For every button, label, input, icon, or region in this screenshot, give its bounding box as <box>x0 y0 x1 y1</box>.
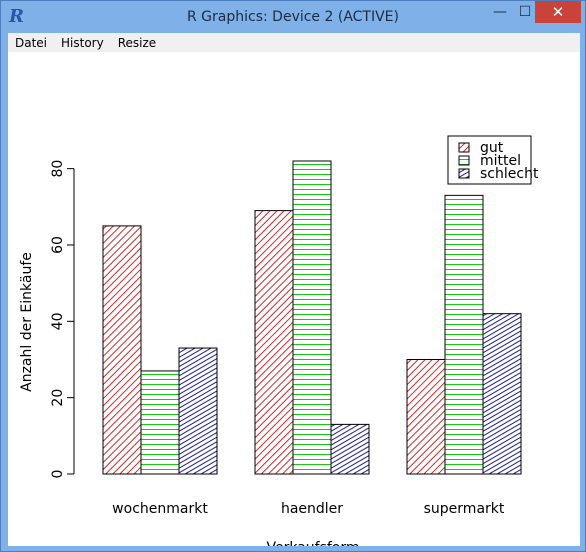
menu-item-datei[interactable]: Datei <box>15 35 48 50</box>
x-tick-label-wochenmarkt: wochenmarkt <box>112 501 208 517</box>
bar-supermarkt-schlecht <box>482 313 522 475</box>
bar-wochenmarkt-schlecht <box>178 347 218 475</box>
y-tick-label-60: 60 <box>50 236 66 254</box>
x-axis-title: Verkaufsform <box>266 540 359 546</box>
axis-labels: wochenmarkt haendler supermarkt Verkaufsfor… <box>19 252 505 546</box>
window-title: R Graphics: Device 2 (ACTIVE) <box>187 9 399 25</box>
legend-label-mittel: mittel <box>480 153 521 169</box>
bar-haendler-gut <box>254 210 294 475</box>
x-tick-label-haendler: haendler <box>281 501 343 517</box>
r-app-icon: R <box>9 6 24 27</box>
window-client-area: Datei History Resize 0 20 40 60 80 wochenmar… <box>8 33 580 546</box>
bar-chart: 0 20 40 60 80 wochenmarkt haendler supermarkt V… <box>19 135 539 546</box>
bar-wochenmarkt-mittel <box>140 370 180 475</box>
minimize-button[interactable]: — <box>493 4 507 20</box>
y-tick-label-20: 20 <box>50 389 66 407</box>
bars-layer <box>102 160 522 475</box>
y-axis-title: Anzahl der Einkäufe <box>19 252 35 392</box>
legend-box <box>447 135 532 185</box>
y-tick-label-0: 0 <box>50 470 66 479</box>
bar-wochenmarkt-gut <box>102 225 142 475</box>
x-tick-label-supermarkt: supermarkt <box>424 501 505 517</box>
menu-bar: Datei History Resize <box>8 33 580 52</box>
title-bar[interactable]: R R Graphics: Device 2 (ACTIVE) — ☐ ✕ <box>1 1 585 33</box>
legend-swatch-mittel <box>458 155 470 166</box>
bar-haendler-mittel <box>292 160 332 475</box>
bar-haendler-schlecht <box>330 423 370 475</box>
legend-label-schlecht: schlecht <box>480 166 539 182</box>
close-button[interactable]: ✕ <box>535 1 581 23</box>
legend-swatch-gut <box>458 142 470 153</box>
legend-swatch-schlecht <box>458 168 470 179</box>
legend-label-gut: gut <box>480 140 504 156</box>
bar-supermarkt-mittel <box>444 194 484 475</box>
y-tick-label-80: 80 <box>50 160 66 178</box>
bar-supermarkt-gut <box>406 358 446 475</box>
maximize-button[interactable]: ☐ <box>518 4 532 20</box>
y-axis: 0 20 40 60 80 <box>50 160 75 479</box>
y-tick-label-40: 40 <box>50 312 66 330</box>
menu-item-history[interactable]: History <box>61 35 104 50</box>
menu-item-resize[interactable]: Resize <box>117 35 157 50</box>
